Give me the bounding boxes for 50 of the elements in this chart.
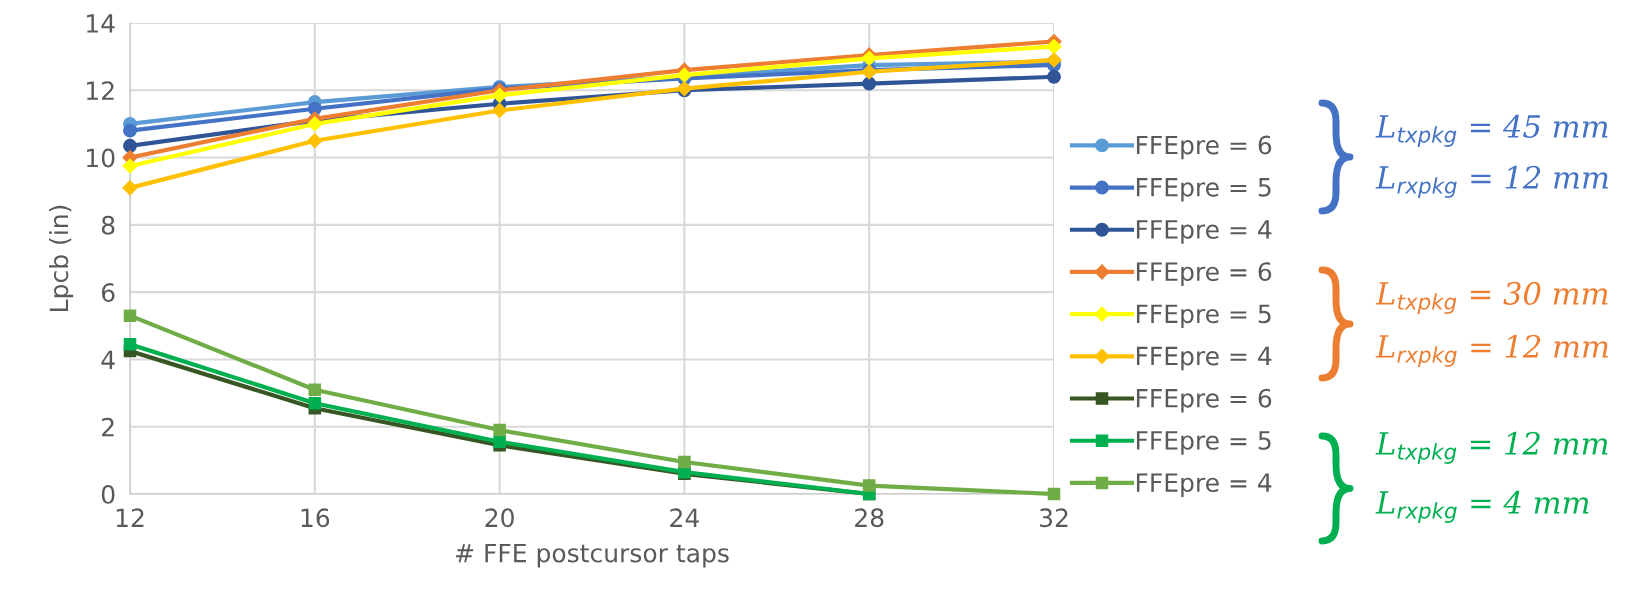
legend-label: FFEpre = 4 <box>1136 220 1272 244</box>
point <box>492 102 508 119</box>
x-tick-label: 20 <box>485 508 514 528</box>
point <box>123 309 137 322</box>
point <box>307 133 323 149</box>
point <box>122 158 138 174</box>
point <box>122 180 138 196</box>
y-axis-title: Lpcb (in) <box>48 205 74 311</box>
legend-label: FFEpre = 6 <box>1136 388 1272 413</box>
x-tick-label: 32 <box>1040 508 1068 528</box>
point <box>123 138 137 153</box>
point <box>862 76 877 91</box>
legend-label: FFEpre = 5 <box>1136 304 1271 329</box>
x-tick-label: 28 <box>855 508 884 528</box>
point <box>492 87 508 103</box>
y-tick-label: 10 <box>87 148 115 168</box>
x-tick-label: 12 <box>116 508 144 527</box>
x-tick-label: 16 <box>301 508 330 528</box>
point <box>123 123 137 138</box>
y-tick-label: 4 <box>101 350 115 369</box>
point <box>862 479 876 492</box>
legend-label: FFEpre = 5 <box>1136 431 1271 455</box>
legend-label: FFEpre = 6 <box>1136 135 1272 160</box>
point <box>678 455 691 469</box>
y-tick-label: 6 <box>101 283 115 302</box>
point <box>1047 69 1061 84</box>
text: L$_{txpkg}$ = 45 mm <box>1375 114 1608 147</box>
text: L$_{rxpkg}$ = 12 mm <box>1375 334 1608 367</box>
y-tick-label: 8 <box>101 215 115 235</box>
x-tick-label: 24 <box>670 508 699 527</box>
text: L$_{rxpkg}$ = 12 mm <box>1375 165 1608 198</box>
y-tick-label: 12 <box>87 81 114 100</box>
point <box>308 383 322 396</box>
legend-label: FFEpre = 4 <box>1136 473 1272 497</box>
text: L$_{rxpkg}$ = 4 mm <box>1375 490 1589 523</box>
y-tick-label: 2 <box>102 417 114 437</box>
y-tick-label: 0 <box>101 484 115 504</box>
legend-label: FFEpre = 6 <box>1136 262 1272 286</box>
legend-label: FFEpre = 4 <box>1136 346 1272 371</box>
x-axis-title: # FFE postcursor taps <box>456 543 729 568</box>
point <box>308 396 322 410</box>
point <box>1047 487 1061 501</box>
legend-label: FFEpre = 5 <box>1136 178 1271 202</box>
y-tick-label: 14 <box>87 14 115 33</box>
point <box>1046 38 1062 55</box>
point <box>493 423 506 437</box>
point <box>123 338 137 351</box>
text: L$_{txpkg}$ = 12 mm <box>1375 431 1608 464</box>
text: L$_{txpkg}$ = 30 mm <box>1375 281 1608 314</box>
point <box>307 116 323 132</box>
